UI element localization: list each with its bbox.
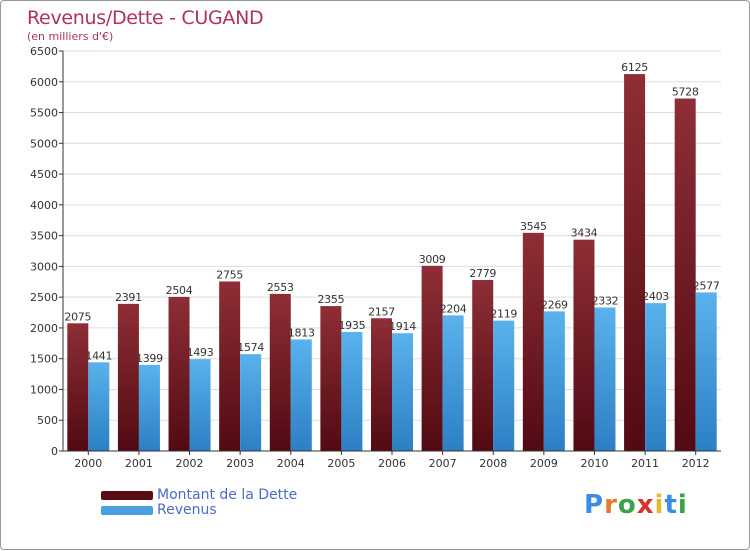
bar-revenus	[189, 359, 211, 451]
bar-revenus	[442, 315, 464, 451]
bar-revenus	[493, 320, 515, 451]
data-label-debt: 2075	[64, 310, 91, 323]
logo-letter: i	[654, 490, 665, 520]
data-label-debt: 2355	[317, 293, 344, 306]
data-label-debt: 3009	[419, 253, 446, 266]
bar-debt	[674, 98, 696, 451]
x-tick-label: 2010	[580, 457, 608, 470]
y-tick-label: 3000	[30, 260, 58, 273]
data-label-debt: 2504	[166, 284, 193, 297]
bar-revenus	[138, 364, 160, 451]
bar-debt	[269, 293, 291, 451]
x-tick-label: 2002	[176, 457, 204, 470]
x-tick-label: 2005	[327, 457, 355, 470]
bar-debt	[624, 74, 646, 452]
bar-revenus	[594, 307, 616, 451]
data-label-debt: 3545	[520, 220, 547, 233]
logo-letter: x	[636, 490, 655, 520]
bar-revenus	[392, 333, 413, 451]
bar-revenus	[341, 331, 363, 451]
data-label-revenus: 1914	[389, 320, 416, 333]
bar-revenus	[645, 303, 667, 451]
x-tick-label: 2009	[530, 457, 558, 470]
y-tick-label: 1500	[30, 353, 58, 366]
bar-debt	[219, 281, 241, 451]
bar-debt	[371, 318, 392, 451]
x-tick-label: 2001	[125, 457, 153, 470]
bar-revenus	[88, 362, 110, 451]
bar-revenus	[290, 339, 312, 451]
bar-debt	[168, 296, 190, 451]
data-label-debt: 5728	[672, 86, 699, 99]
legend-label-debt: Montant de la Dette	[157, 487, 298, 503]
logo-letter: i	[677, 490, 688, 520]
x-tick-label: 2007	[429, 457, 457, 470]
y-tick-label: 6000	[30, 76, 58, 89]
data-label-revenus: 1399	[136, 352, 163, 365]
logo-letter: o	[617, 490, 637, 520]
chart-subtitle: (en milliers d'€)	[27, 30, 114, 43]
bar-debt	[421, 265, 443, 451]
chart-title: Revenus/Dette - CUGAND	[27, 7, 264, 29]
x-tick-label: 2011	[631, 457, 659, 470]
data-label-revenus: 2204	[440, 302, 467, 315]
y-tick-label: 5000	[30, 137, 58, 150]
x-tick-label: 2003	[226, 457, 254, 470]
bar-debt	[67, 323, 89, 451]
x-tick-label: 2012	[682, 457, 710, 470]
y-tick-label: 5500	[30, 107, 58, 120]
data-label-revenus: 2332	[592, 294, 619, 307]
bar-debt	[573, 239, 595, 451]
bar-revenus	[695, 292, 717, 451]
bar-debt	[117, 303, 139, 451]
data-label-revenus: 1813	[288, 326, 315, 339]
y-tick-label: 2000	[30, 322, 58, 335]
data-label-debt: 2391	[115, 291, 142, 304]
data-label-debt: 2157	[368, 305, 395, 318]
data-label-revenus: 2577	[693, 279, 720, 292]
data-label-revenus: 1574	[237, 341, 264, 354]
data-label-debt: 2779	[469, 267, 496, 280]
bar-debt	[522, 232, 544, 451]
y-tick-label: 500	[37, 414, 58, 427]
y-tick-label: 4000	[30, 199, 58, 212]
x-tick-label: 2004	[277, 457, 305, 470]
data-label-debt: 2553	[267, 281, 294, 294]
data-label-revenus: 1935	[338, 319, 365, 332]
bar-debt	[320, 306, 342, 451]
legend-swatch-debt	[101, 491, 153, 500]
bar-revenus	[543, 311, 565, 451]
logo-letter: P	[584, 490, 605, 520]
y-tick-label: 0	[51, 445, 58, 458]
proxiti-logo: Proxiti	[584, 490, 688, 520]
x-tick-label: 2006	[378, 457, 406, 470]
logo-letter: r	[604, 490, 618, 520]
bar-debt	[472, 279, 494, 451]
legend-swatch-revenus	[101, 506, 153, 515]
y-tick-label: 2500	[30, 291, 58, 304]
y-tick-label: 6500	[30, 45, 58, 58]
data-label-debt: 3434	[571, 227, 598, 240]
data-label-debt: 2755	[216, 268, 243, 281]
data-label-revenus: 2403	[642, 290, 669, 303]
data-label-revenus: 2119	[490, 308, 517, 321]
data-label-revenus: 1493	[187, 346, 214, 359]
bar-revenus	[240, 354, 262, 451]
logo-letter: t	[664, 490, 678, 520]
data-label-revenus: 2269	[541, 298, 568, 311]
y-tick-label: 4500	[30, 168, 58, 181]
data-label-revenus: 1441	[85, 349, 112, 362]
y-tick-label: 3500	[30, 230, 58, 243]
x-tick-label: 2008	[479, 457, 507, 470]
data-label-debt: 6125	[621, 61, 648, 74]
y-tick-label: 1000	[30, 383, 58, 396]
x-tick-label: 2000	[74, 457, 102, 470]
legend-label-revenus: Revenus	[157, 502, 217, 518]
